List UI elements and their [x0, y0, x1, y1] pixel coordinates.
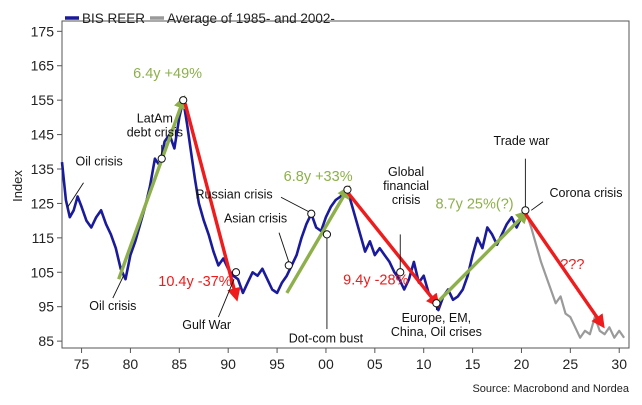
pointer-corona-crisis	[530, 201, 544, 211]
y-axis: 85 95 105 115 125 135 145 155 165 175	[31, 23, 62, 349]
red-trend-arrow-6	[523, 212, 605, 329]
x-tick-label: 10	[416, 356, 432, 372]
annotation-russian-crisis: Russian crisis	[196, 187, 273, 201]
y-tick-label: 115	[32, 230, 55, 246]
x-tick-label: 05	[367, 356, 383, 372]
event-marker	[231, 268, 241, 277]
green-trend-arrow-5	[435, 209, 530, 305]
green-trend-arrow-1	[117, 95, 187, 280]
annotation-10-4y-37: 10.4y -37%	[158, 274, 231, 290]
annotation-latam-debt-crisis: LatAm debt crisis	[127, 112, 183, 140]
event-marker	[307, 209, 316, 218]
x-tick-label: 00	[318, 356, 334, 372]
red-trend-arrow-4	[344, 188, 440, 308]
plot-frame	[61, 20, 630, 349]
event-marker	[284, 261, 293, 270]
y-tick-label: 85	[38, 333, 54, 349]
y-tick-label: 135	[31, 161, 55, 177]
x-tick-label: 75	[74, 356, 90, 372]
series-line-average-of-1985-and-2002	[524, 209, 625, 339]
x-tick-label: 90	[220, 356, 236, 372]
y-tick-label: 145	[31, 127, 55, 143]
source-note: Source: Macrobond and Nordea	[472, 383, 629, 395]
y-tick-label: 165	[31, 58, 55, 74]
x-tick-label: 95	[269, 356, 285, 372]
legend-label-bis-reer: BIS REER	[82, 11, 145, 26]
annotation-: ???	[560, 257, 584, 273]
y-tick-label: 95	[38, 299, 54, 315]
annotation-6-4y-49: 6.4y +49%	[133, 66, 202, 82]
pointer-russian-crisis	[280, 196, 310, 213]
annotation-9-4y-28: 9.4y -28%	[343, 272, 408, 288]
y-tick-label: 175	[31, 23, 55, 39]
event-marker	[157, 154, 166, 163]
annotation-europe-em-china-oil-crises: Europe, EM, China, Oil crises	[391, 311, 482, 339]
pointer-oil-crisis	[112, 275, 124, 299]
x-tick-label: 85	[172, 356, 188, 372]
trend-arrows	[117, 95, 605, 329]
annotation-dot-com-bust: Dot-com bust	[289, 331, 364, 345]
annotation-corona-crisis: Corona crisis	[550, 186, 623, 200]
event-markers	[157, 96, 530, 308]
x-tick-label: 20	[514, 356, 530, 372]
red-trend-arrow-2	[183, 103, 241, 302]
event-marker	[432, 299, 441, 308]
y-tick-label: 155	[31, 92, 55, 108]
event-marker	[322, 230, 332, 239]
legend: BIS REER Average of 1985- and 2002-	[65, 11, 335, 26]
pointer-gulf-war	[217, 278, 235, 318]
pointer-oil-crisis	[67, 182, 84, 208]
legend-label-average: Average of 1985- and 2002-	[167, 11, 335, 26]
x-tick-label: 25	[563, 356, 579, 372]
annotation-6-8y-33: 6.8y +33%	[284, 169, 353, 185]
event-marker	[521, 206, 530, 215]
annotation-global-financial-crisis: Global financial crisis	[383, 165, 429, 207]
annotation-trade-war: Trade war	[494, 134, 550, 148]
green-trend-arrow-3	[285, 184, 351, 294]
annotation-oil-crisis: Oil crisis	[89, 299, 136, 313]
y-axis-label: Index	[10, 170, 25, 202]
y-tick-label: 125	[31, 195, 55, 211]
event-marker	[396, 268, 405, 277]
x-tick-label: 80	[123, 356, 139, 372]
x-axis: 75 80 85 90 95 00 05 10 15 20 25 30	[74, 348, 627, 372]
x-tick-label: 15	[465, 356, 481, 372]
event-marker	[343, 185, 352, 194]
annotation-oil-crisis: Oil crisis	[76, 155, 123, 169]
annotation-gulf-war: Gulf War	[182, 318, 231, 332]
annotation-8-7y-25: 8.7y 25%(?)	[435, 197, 513, 213]
annotation-pointers	[67, 144, 544, 330]
pointer-asian-crisis	[278, 232, 290, 263]
event-marker	[179, 96, 188, 105]
annotation-asian-crisis: Asian crisis	[224, 211, 287, 225]
x-tick-label: 30	[611, 356, 627, 372]
y-tick-label: 105	[31, 264, 55, 280]
annotations: Oil crisis LatAm debt crisis Oil crisis Gulf…	[76, 66, 623, 346]
